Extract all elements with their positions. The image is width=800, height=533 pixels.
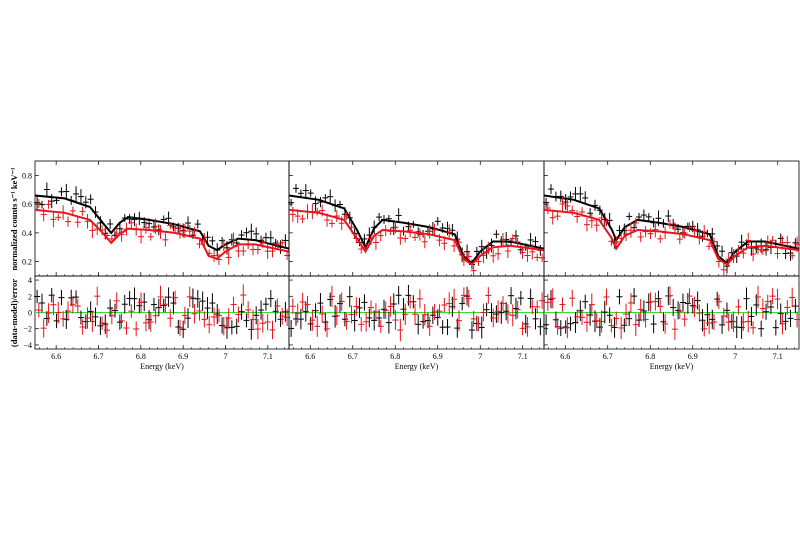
top-panel-frame bbox=[543, 160, 800, 277]
x-tick-label: 6.8 bbox=[136, 352, 146, 361]
x-axis-label: Energy (keV) bbox=[650, 362, 694, 371]
x-tick-label: 6.6 bbox=[560, 352, 570, 361]
model-line bbox=[34, 208, 290, 260]
x-tick-label: 7.1 bbox=[263, 352, 273, 361]
x-tick-label: 6.9 bbox=[433, 352, 443, 361]
x-tick-label: 7.1 bbox=[773, 352, 783, 361]
x-axis-label: Energy (keV) bbox=[140, 362, 184, 371]
y-tick-label: 4 bbox=[28, 276, 32, 285]
panels-group: 6.6 6.7 6.8 6.9 7 7.1 Energy (keV) 0.2 0.4 0.6 0.8… bbox=[22, 160, 800, 371]
model-line bbox=[543, 208, 800, 266]
x-tick-label: 6.7 bbox=[603, 352, 613, 361]
y-tick-label: 0 bbox=[28, 309, 32, 318]
x-tick-label: 6.9 bbox=[688, 352, 698, 361]
model-line bbox=[34, 194, 290, 252]
model-line bbox=[543, 194, 800, 265]
x-tick-label: 7.1 bbox=[518, 352, 528, 361]
panel-left: 6.6 6.7 6.8 6.9 7 7.1 Energy (keV) 0.2 0.4 0.6 0.8… bbox=[22, 160, 291, 371]
model-line bbox=[288, 194, 545, 265]
y-tick-label: 2 bbox=[28, 292, 32, 301]
model-line bbox=[288, 208, 545, 266]
x-tick-label: 6.9 bbox=[178, 352, 188, 361]
x-tick-label: 7 bbox=[224, 352, 228, 361]
x-tick-label: 6.6 bbox=[51, 352, 61, 361]
y-tick-label: −2 bbox=[23, 325, 32, 334]
panel-middle: 6.6 6.7 6.8 6.9 7 7.1 Energy (keV) bbox=[288, 160, 546, 371]
x-tick-label: 6.8 bbox=[390, 352, 400, 361]
y-axis-label-bottom: (data-model)/error bbox=[9, 279, 19, 348]
panel-right: 6.6 6.7 6.8 6.9 7 7.1 Energy (keV) bbox=[543, 160, 800, 371]
y-tick-label: −4 bbox=[23, 341, 32, 350]
x-axis-label: Energy (keV) bbox=[395, 362, 439, 371]
x-tick-label: 6.6 bbox=[305, 352, 315, 361]
x-tick-label: 6.7 bbox=[348, 352, 358, 361]
x-tick-label: 7 bbox=[478, 352, 482, 361]
x-tick-label: 7 bbox=[733, 352, 737, 361]
y-tick-label: 0.2 bbox=[22, 258, 32, 267]
y-axis-label-top: normalized counts s⁻¹ keV⁻¹ bbox=[9, 167, 19, 271]
y-tick-label: 0.6 bbox=[22, 200, 32, 209]
y-tick-label: 0.8 bbox=[22, 171, 32, 180]
y-tick-label: 0.4 bbox=[22, 229, 32, 238]
x-tick-label: 6.8 bbox=[645, 352, 655, 361]
x-tick-label: 6.7 bbox=[94, 352, 104, 361]
top-panel-frame bbox=[34, 160, 290, 277]
